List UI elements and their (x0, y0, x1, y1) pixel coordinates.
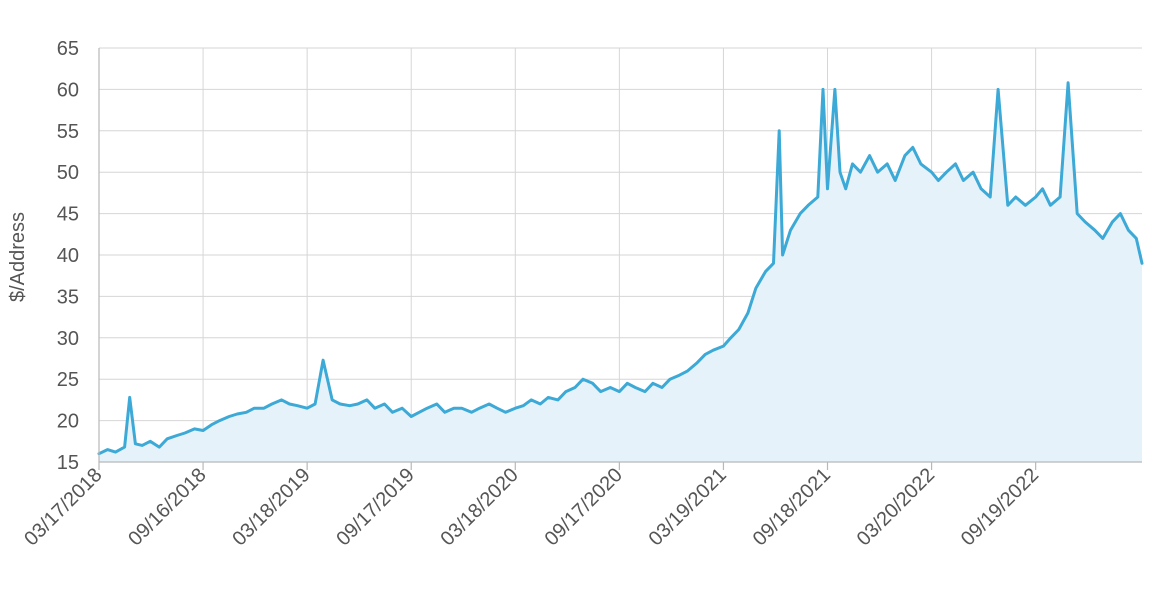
y-tick-label: 15 (57, 452, 79, 474)
y-tick-label: 30 (57, 328, 79, 350)
series-area (99, 82, 1142, 463)
x-tick-label: 09/17/2019 (332, 464, 418, 550)
y-axis-title: $/Address (7, 212, 29, 302)
x-tick-label: 03/17/2018 (20, 464, 106, 550)
x-tick-label: 09/18/2021 (749, 464, 835, 550)
series-line (97, 81, 1144, 456)
y-tick-label: 50 (57, 162, 79, 184)
y-tick-label: 65 (57, 38, 79, 60)
x-tick-label: 03/18/2020 (436, 464, 522, 550)
x-tick-label: 03/20/2022 (853, 464, 939, 550)
series-layer (97, 81, 1144, 463)
y-tick-label: 35 (57, 286, 79, 308)
y-tick-label: 20 (57, 411, 79, 433)
y-tick-label: 55 (57, 121, 79, 143)
x-tick-label: 09/19/2022 (957, 464, 1043, 550)
x-tick-label: 09/17/2020 (541, 464, 627, 550)
x-tick-label: 03/19/2021 (645, 464, 731, 550)
x-tick-label: 03/18/2019 (228, 464, 314, 550)
y-tick-label: 25 (57, 369, 79, 391)
x-tick-label: 09/16/2018 (124, 464, 210, 550)
y-tick-label: 40 (57, 245, 79, 267)
y-tick-label: 60 (57, 79, 79, 101)
y-tick-label: 45 (57, 204, 79, 226)
